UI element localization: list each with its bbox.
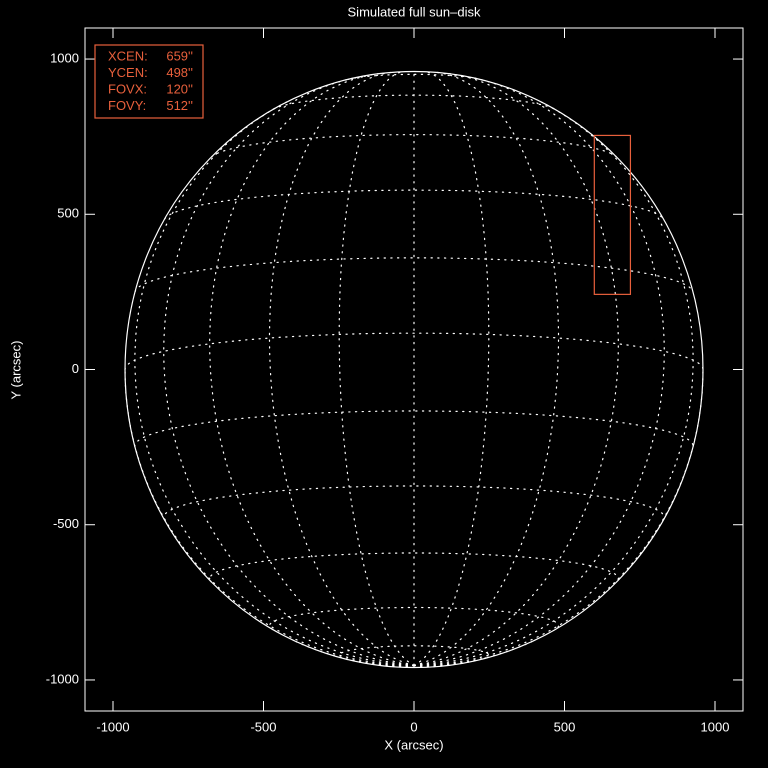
longitude-line (124, 368, 415, 666)
longitude-line (338, 71, 415, 666)
fov-value: 498'' (166, 65, 193, 80)
fov-value: 512'' (166, 98, 193, 113)
fov-legend-box (94, 44, 204, 119)
y-axis-label: Y (arcsec) (8, 341, 23, 400)
x-tick-label: 500 (554, 719, 576, 734)
x-tick-label: -1000 (96, 719, 129, 734)
x-tick-label: 1000 (701, 719, 730, 734)
chart-title: Simulated full sun–disk (348, 4, 481, 19)
latitude-line (164, 189, 664, 220)
longitude-line (413, 71, 490, 666)
longitude-line (413, 71, 560, 666)
y-tick-label: 1000 (50, 50, 79, 65)
fov-label: FOVX: (108, 81, 147, 96)
longitude-line (163, 77, 415, 666)
y-tick-label: -1000 (46, 671, 79, 686)
fov-label: YCEN: (108, 65, 148, 80)
longitude-line (268, 71, 415, 666)
longitude-line (413, 77, 665, 666)
latitude-line (338, 645, 490, 661)
y-tick-label: -500 (53, 516, 79, 531)
longitude-line (413, 98, 694, 666)
solar-limb (124, 70, 704, 669)
latitude-line (134, 257, 694, 293)
y-tick-label: 500 (57, 206, 79, 221)
latitude-line (268, 606, 560, 631)
x-axis-label: X (arcsec) (384, 737, 443, 752)
latitude-line (209, 552, 619, 583)
fov-label: FOVY: (108, 98, 146, 113)
longitude-line (209, 73, 415, 666)
latitude-line (134, 410, 694, 448)
longitude-line (413, 73, 619, 666)
x-tick-label: -500 (250, 719, 276, 734)
longitude-line (413, 368, 704, 666)
y-tick-label: 0 (72, 361, 79, 376)
latitude-line (163, 485, 665, 521)
x-tick-label: 0 (410, 719, 417, 734)
fov-value: 659'' (166, 48, 193, 63)
longitude-line (134, 98, 415, 666)
latitude-line (124, 332, 704, 371)
fov-box (593, 134, 632, 295)
fov-value: 120'' (166, 81, 193, 96)
fov-label: XCEN: (108, 48, 148, 63)
